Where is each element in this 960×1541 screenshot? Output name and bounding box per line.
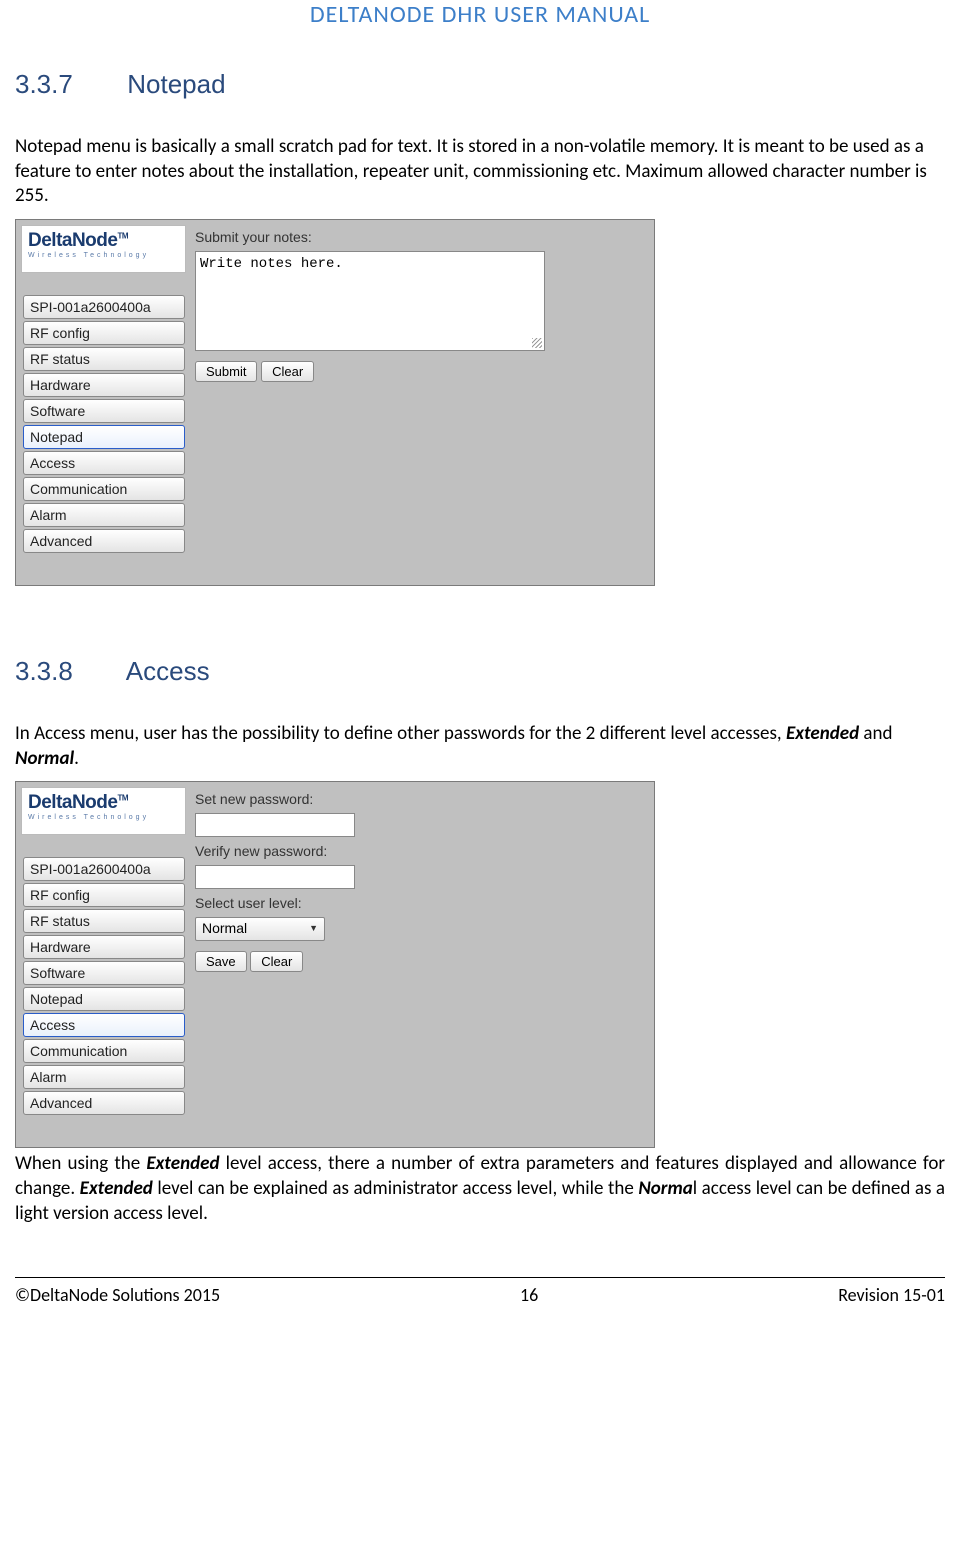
nav-list: SPI-001a2600400aRF configRF statusHardwa… [19,295,189,553]
logo-text: DeltaNodeTM [22,226,185,252]
section-number: 3.3.7 [15,69,120,100]
nav-item-spi-001a2600400a[interactable]: SPI-001a2600400a [23,857,185,881]
content-area: Submit your notes: Write notes here. Sub… [189,223,651,385]
nav-item-advanced[interactable]: Advanced [23,529,185,553]
nav-item-notepad[interactable]: Notepad [23,425,185,449]
footer-rule [15,1277,945,1278]
logo: DeltaNodeTM Wireless Technology [21,225,186,273]
nav-item-access[interactable]: Access [23,451,185,475]
nav-item-rf-config[interactable]: RF config [23,883,185,907]
nav-item-alarm[interactable]: Alarm [23,1065,185,1089]
nav-item-access[interactable]: Access [23,1013,185,1037]
label-user-level: Select user level: [195,895,645,911]
nav-item-rf-config[interactable]: RF config [23,321,185,345]
sidebar: DeltaNodeTM Wireless Technology SPI-001a… [19,223,189,555]
page-header: DELTANODE DHR USER MANUAL [15,0,945,39]
nav-item-notepad[interactable]: Notepad [23,987,185,1011]
section-title: Notepad [127,69,225,99]
content-area: Set new password: Verify new password: S… [189,785,651,975]
screenshot-access: DeltaNodeTM Wireless Technology SPI-001a… [15,781,655,1148]
section-heading-notepad: 3.3.7 Notepad [15,69,945,100]
logo: DeltaNodeTM Wireless Technology [21,787,186,835]
section-title: Access [126,656,210,686]
nav-item-communication[interactable]: Communication [23,477,185,501]
nav-item-software[interactable]: Software [23,961,185,985]
select-user-level[interactable]: Normal [195,917,325,941]
submit-button[interactable]: Submit [195,361,257,382]
footer-page-number: 16 [520,1284,538,1306]
input-verify-password[interactable] [195,865,355,889]
section-number: 3.3.8 [15,656,120,687]
label-new-password: Set new password: [195,791,645,807]
section-notepad-paragraph: Notepad menu is basically a small scratc… [15,135,945,209]
nav-item-communication[interactable]: Communication [23,1039,185,1063]
clear-button[interactable]: Clear [250,951,303,972]
access-explanation-paragraph: When using the Extended level access, th… [15,1152,945,1226]
notes-label: Submit your notes: [195,229,645,245]
notes-textarea[interactable]: Write notes here. [195,251,545,351]
nav-item-advanced[interactable]: Advanced [23,1091,185,1115]
logo-subtext: Wireless Technology [22,814,185,821]
label-verify-password: Verify new password: [195,843,645,859]
nav-item-spi-001a2600400a[interactable]: SPI-001a2600400a [23,295,185,319]
screenshot-notepad: DeltaNodeTM Wireless Technology SPI-001a… [15,219,655,586]
nav-item-hardware[interactable]: Hardware [23,373,185,397]
logo-subtext: Wireless Technology [22,252,185,259]
nav-item-rf-status[interactable]: RF status [23,347,185,371]
clear-button[interactable]: Clear [261,361,314,382]
save-button[interactable]: Save [195,951,247,972]
nav-list: SPI-001a2600400aRF configRF statusHardwa… [19,857,189,1115]
nav-item-hardware[interactable]: Hardware [23,935,185,959]
nav-item-rf-status[interactable]: RF status [23,909,185,933]
footer-revision: Revision 15-01 [838,1284,945,1306]
sidebar: DeltaNodeTM Wireless Technology SPI-001a… [19,785,189,1117]
page-footer: ©DeltaNode Solutions 2015 16 Revision 15… [15,1284,945,1306]
nav-item-software[interactable]: Software [23,399,185,423]
nav-item-alarm[interactable]: Alarm [23,503,185,527]
section-heading-access: 3.3.8 Access [15,656,945,687]
section-access-paragraph: In Access menu, user has the possibility… [15,722,945,771]
input-new-password[interactable] [195,813,355,837]
footer-copyright: ©DeltaNode Solutions 2015 [15,1284,220,1306]
logo-text: DeltaNodeTM [22,788,185,814]
